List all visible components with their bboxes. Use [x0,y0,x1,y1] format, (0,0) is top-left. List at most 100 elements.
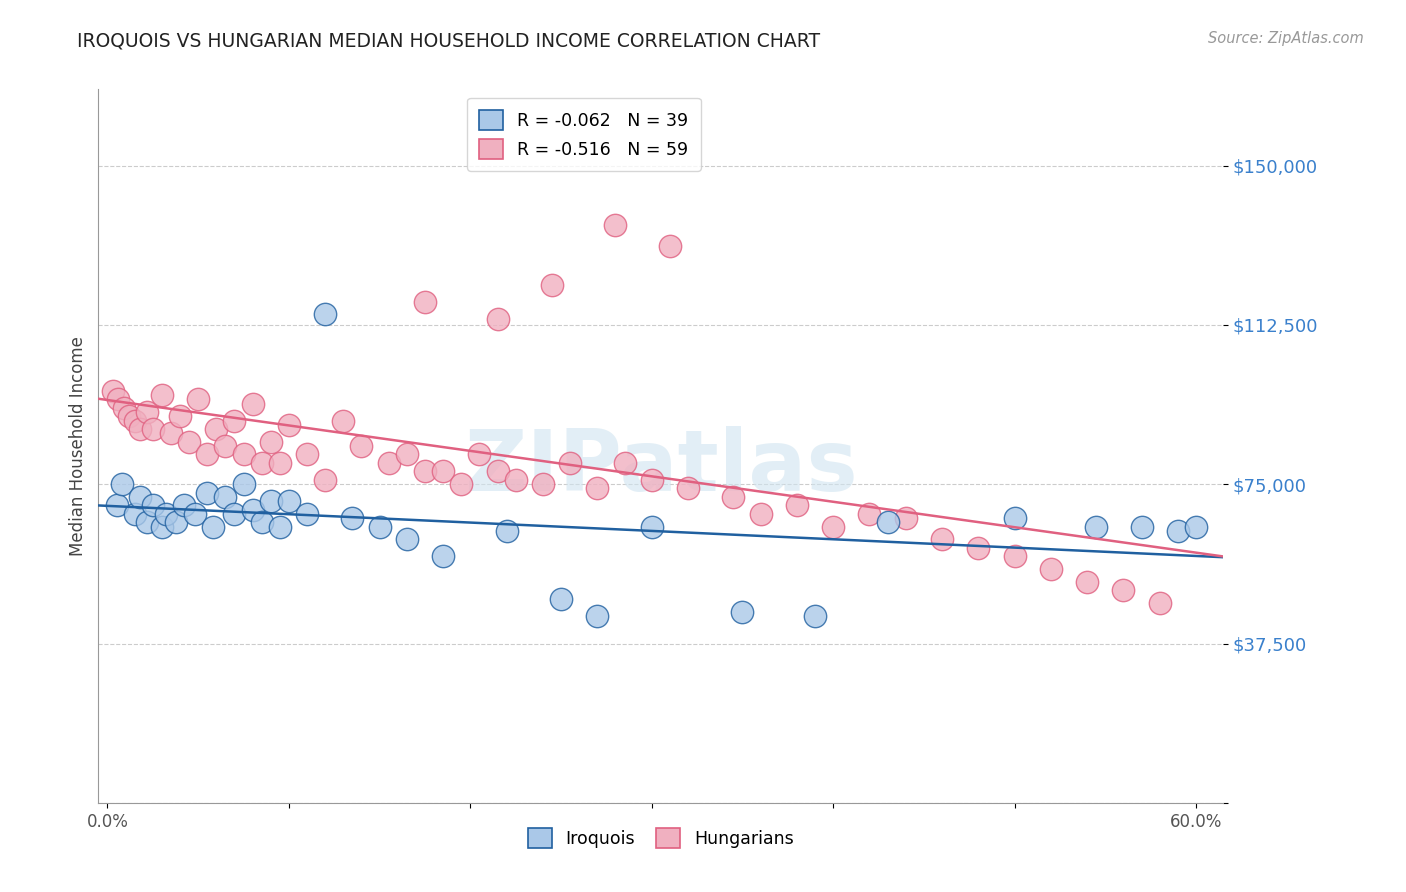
Point [136,405,159,419]
Legend: Iroquois, Hungarians: Iroquois, Hungarians [520,821,801,855]
Point [395,533,418,547]
Point [1112,583,1135,598]
Point [173,499,195,513]
Point [105,499,128,513]
Point [187,392,209,407]
Point [150,519,173,533]
Point [142,499,165,513]
Point [894,511,917,525]
Point [214,439,236,453]
Point [432,465,454,479]
Point [368,519,391,533]
Point [413,465,436,479]
Point [129,422,152,436]
Point [858,507,880,521]
Point [468,448,491,462]
Point [586,608,609,623]
Point [1085,519,1108,533]
Point [242,396,264,410]
Point [295,507,318,521]
Point [332,413,354,427]
Point [749,507,772,521]
Point [250,456,273,470]
Point [205,422,228,436]
Point [486,465,509,479]
Point [201,519,224,533]
Point [731,605,754,619]
Point [350,439,373,453]
Point [155,507,177,521]
Point [1004,549,1026,564]
Point [224,507,246,521]
Point [179,434,201,449]
Point [118,409,141,424]
Point [495,524,517,538]
Point [804,608,827,623]
Point [641,519,664,533]
Point [641,473,664,487]
Point [124,507,146,521]
Text: ZIPatlas: ZIPatlas [464,425,858,509]
Point [1130,519,1153,533]
Point [786,499,808,513]
Point [1149,596,1171,610]
Point [142,422,165,436]
Point [112,401,135,415]
Point [160,426,183,441]
Point [876,516,898,530]
Point [342,511,364,525]
Point [260,434,283,449]
Point [613,456,636,470]
Point [165,516,187,530]
Text: IROQUOIS VS HUNGARIAN MEDIAN HOUSEHOLD INCOME CORRELATION CHART: IROQUOIS VS HUNGARIAN MEDIAN HOUSEHOLD I… [77,31,821,50]
Point [295,448,318,462]
Point [541,277,564,292]
Point [269,519,291,533]
Y-axis label: Median Household Income: Median Household Income [69,336,87,556]
Point [314,473,336,487]
Point [107,392,129,407]
Point [486,311,509,326]
Point [658,239,681,253]
Point [558,456,581,470]
Point [232,477,254,491]
Point [314,307,336,321]
Point [1167,524,1189,538]
Point [269,456,291,470]
Point [124,413,146,427]
Point [432,549,454,564]
Point [1004,511,1026,525]
Point [277,494,299,508]
Point [195,448,218,462]
Point [277,417,299,432]
Point [232,448,254,462]
Point [605,218,627,232]
Text: Source: ZipAtlas.com: Source: ZipAtlas.com [1208,31,1364,46]
Point [723,490,745,504]
Point [505,473,527,487]
Point [413,294,436,309]
Point [1185,519,1208,533]
Point [931,533,953,547]
Point [550,591,572,606]
Point [260,494,283,508]
Point [111,477,134,491]
Point [395,448,418,462]
Point [823,519,845,533]
Point [1039,562,1062,576]
Point [183,507,205,521]
Point [129,490,152,504]
Point [242,502,264,516]
Point [224,413,246,427]
Point [250,516,273,530]
Point [150,388,173,402]
Point [676,482,699,496]
Point [377,456,399,470]
Point [169,409,191,424]
Point [195,485,218,500]
Point [214,490,236,504]
Point [101,384,124,398]
Point [531,477,554,491]
Point [967,541,990,555]
Point [450,477,472,491]
